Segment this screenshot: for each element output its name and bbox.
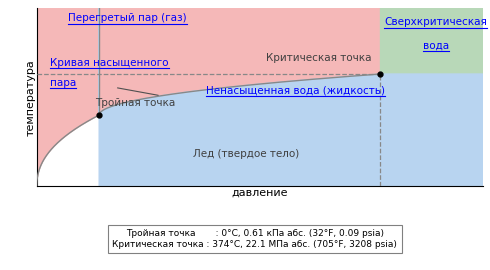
Text: Кривая насыщенного: Кривая насыщенного [50, 58, 169, 68]
Polygon shape [380, 8, 483, 74]
Text: Сверхкритическая: Сверхкритическая [384, 17, 487, 27]
Polygon shape [37, 8, 380, 186]
Polygon shape [99, 8, 483, 186]
Text: Лед (твердое тело): Лед (твердое тело) [193, 149, 299, 159]
Text: Критическая точка: Критическая точка [266, 53, 371, 63]
Text: пара: пара [50, 77, 76, 87]
Text: Перегретый пар (газ): Перегретый пар (газ) [68, 14, 187, 23]
Text: Ненасыщенная вода (жидкость): Ненасыщенная вода (жидкость) [206, 85, 385, 95]
Text: вода: вода [423, 40, 449, 50]
Text: Тройная точка: Тройная точка [95, 98, 175, 108]
Y-axis label: температура: температура [25, 59, 35, 136]
Text: Тройная точка       : 0°C, 0.61 кПа абс. (32°F, 0.09 psia)
Критическая точка : 3: Тройная точка : 0°C, 0.61 кПа абс. (32°F… [112, 229, 397, 249]
Polygon shape [37, 8, 99, 186]
X-axis label: давление: давление [231, 188, 288, 198]
